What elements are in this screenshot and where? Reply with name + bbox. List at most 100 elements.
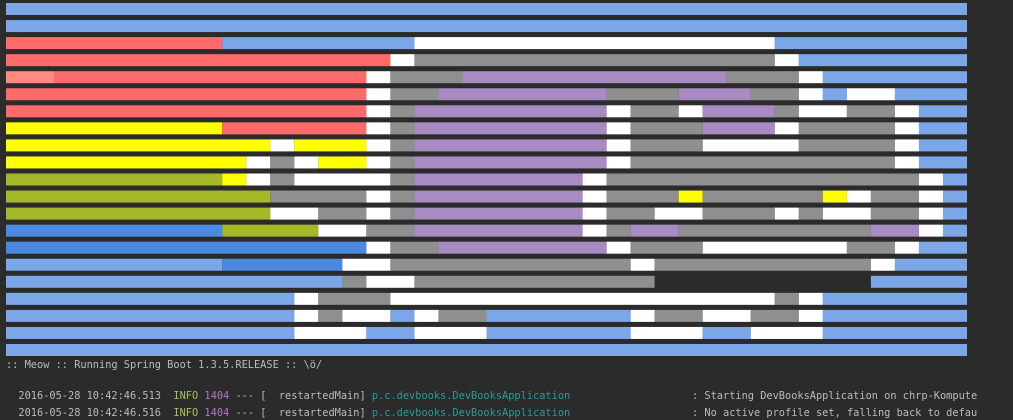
art-block [6, 54, 391, 67]
art-block [390, 88, 439, 101]
art-block [750, 326, 823, 339]
art-block [366, 122, 391, 135]
art-block [414, 224, 583, 237]
art-block [798, 139, 895, 152]
art-block [702, 190, 823, 203]
art-block [318, 156, 367, 169]
art-block [798, 88, 823, 101]
art-block [630, 258, 655, 271]
art-block [414, 173, 583, 186]
art-block [270, 139, 295, 152]
art-block [414, 309, 439, 322]
message: : No active profile set, falling back to… [692, 407, 978, 419]
art-block [270, 207, 319, 220]
logger: p.c.devbooks.DevBooksApplication [371, 390, 571, 402]
art-block [918, 173, 943, 186]
art-block [294, 173, 391, 186]
art-block [798, 309, 823, 322]
art-block [486, 326, 631, 339]
art-block [390, 71, 463, 84]
art-block [366, 224, 415, 237]
art-block [462, 71, 727, 84]
ascii-art [6, 3, 967, 356]
art-block [822, 309, 967, 322]
art-block [390, 292, 775, 305]
art-block [414, 139, 607, 152]
art-block [414, 190, 583, 203]
art-block [774, 122, 799, 135]
art-block [294, 156, 319, 169]
art-block [270, 190, 367, 203]
art-block [390, 122, 415, 135]
art-block [774, 292, 799, 305]
art-block [438, 88, 607, 101]
art-block [438, 241, 607, 254]
art-block [6, 71, 55, 84]
art-block [414, 275, 655, 288]
art-block [894, 139, 919, 152]
art-block [6, 37, 223, 50]
art-block [366, 139, 391, 152]
art-block [630, 224, 679, 237]
art-block [606, 224, 631, 237]
art-block [678, 190, 703, 203]
art-block [366, 275, 415, 288]
art-block [942, 224, 967, 237]
art-block [6, 344, 967, 356]
art-block [6, 139, 271, 152]
art-block [798, 122, 895, 135]
art-block [606, 190, 679, 203]
art-block [6, 207, 271, 220]
art-block [222, 258, 343, 271]
art-block [726, 71, 799, 84]
art-block [366, 105, 391, 118]
terminal: :: Meow :: Running Spring Boot 1.3.5.REL… [6, 3, 978, 419]
art-block [6, 258, 223, 271]
level: INFO [173, 407, 199, 419]
art-block [606, 241, 631, 254]
art-block [366, 190, 391, 203]
art-block [822, 71, 967, 84]
art-block [942, 173, 967, 186]
art-block [630, 105, 679, 118]
art-block [318, 292, 391, 305]
art-block [390, 207, 415, 220]
art-block [366, 88, 391, 101]
art-block [870, 190, 919, 203]
art-block [678, 105, 703, 118]
art-block [630, 122, 703, 135]
timestamp: 2016-05-28 10:42:46.516 [18, 407, 161, 419]
art-block [6, 241, 367, 254]
art-block [702, 309, 751, 322]
art-block [342, 275, 367, 288]
art-block [606, 122, 631, 135]
art-block [846, 88, 895, 101]
art-block [6, 122, 223, 135]
art-block [342, 309, 391, 322]
art-block [6, 105, 367, 118]
art-block [6, 224, 223, 237]
art-block [342, 258, 391, 271]
art-block [702, 241, 847, 254]
art-block [486, 309, 631, 322]
art-block [702, 207, 775, 220]
separator: --- [235, 390, 255, 402]
art-block [870, 207, 919, 220]
art-block [390, 156, 415, 169]
art-block [6, 292, 295, 305]
art-block [894, 88, 967, 101]
art-block [582, 207, 607, 220]
art-block [6, 326, 295, 339]
art-block [750, 309, 799, 322]
art-block [894, 105, 919, 118]
art-block [246, 173, 271, 186]
banner: :: Meow :: Running Spring Boot 1.3.5.REL… [6, 359, 323, 371]
art-block [942, 190, 967, 203]
art-block [630, 309, 655, 322]
art-block [366, 156, 391, 169]
art-block [774, 54, 799, 67]
art-block [414, 122, 607, 135]
art-block [294, 309, 319, 322]
art-block [6, 156, 247, 169]
art-block [582, 224, 607, 237]
